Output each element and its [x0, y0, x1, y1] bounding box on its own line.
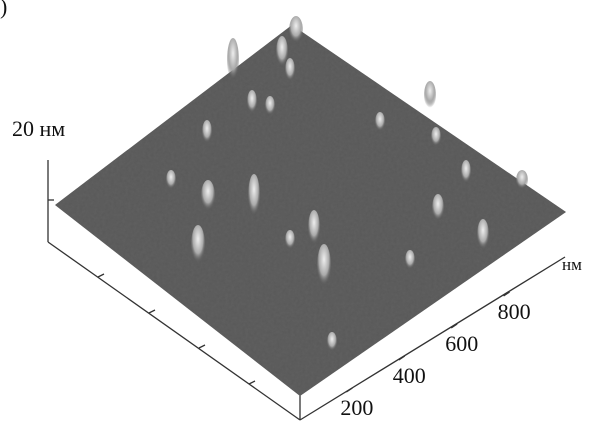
panel-label: ) [0, 0, 7, 19]
peak [431, 127, 441, 147]
peak [375, 112, 385, 132]
peak [327, 332, 337, 352]
peak [289, 16, 303, 44]
peak [308, 210, 320, 246]
peak [516, 170, 528, 190]
peak [285, 58, 295, 82]
peak [477, 219, 489, 251]
peak [424, 81, 436, 109]
peak [166, 170, 176, 190]
x-tick-label: 800 [498, 299, 531, 324]
z-axis-label: 20 нм [12, 116, 65, 141]
x-tick-label: 200 [340, 395, 373, 420]
peak [317, 244, 331, 288]
x-tick-label: 600 [445, 331, 478, 356]
peak [201, 180, 215, 212]
peak [191, 225, 205, 265]
x-tick-label: 400 [393, 363, 426, 388]
surface-texture [55, 25, 566, 396]
x-tick [346, 388, 352, 392]
peak [405, 250, 415, 270]
peak [227, 38, 239, 82]
peak [265, 96, 275, 116]
peak [285, 230, 295, 250]
peak [202, 120, 212, 144]
peak [432, 194, 444, 222]
x-axis-unit: нм [562, 255, 582, 274]
peak [461, 160, 471, 184]
peak [248, 174, 260, 218]
peak [247, 90, 257, 114]
afm-figure: ) 20 нм нм 200 400 600 800 [0, 0, 590, 429]
